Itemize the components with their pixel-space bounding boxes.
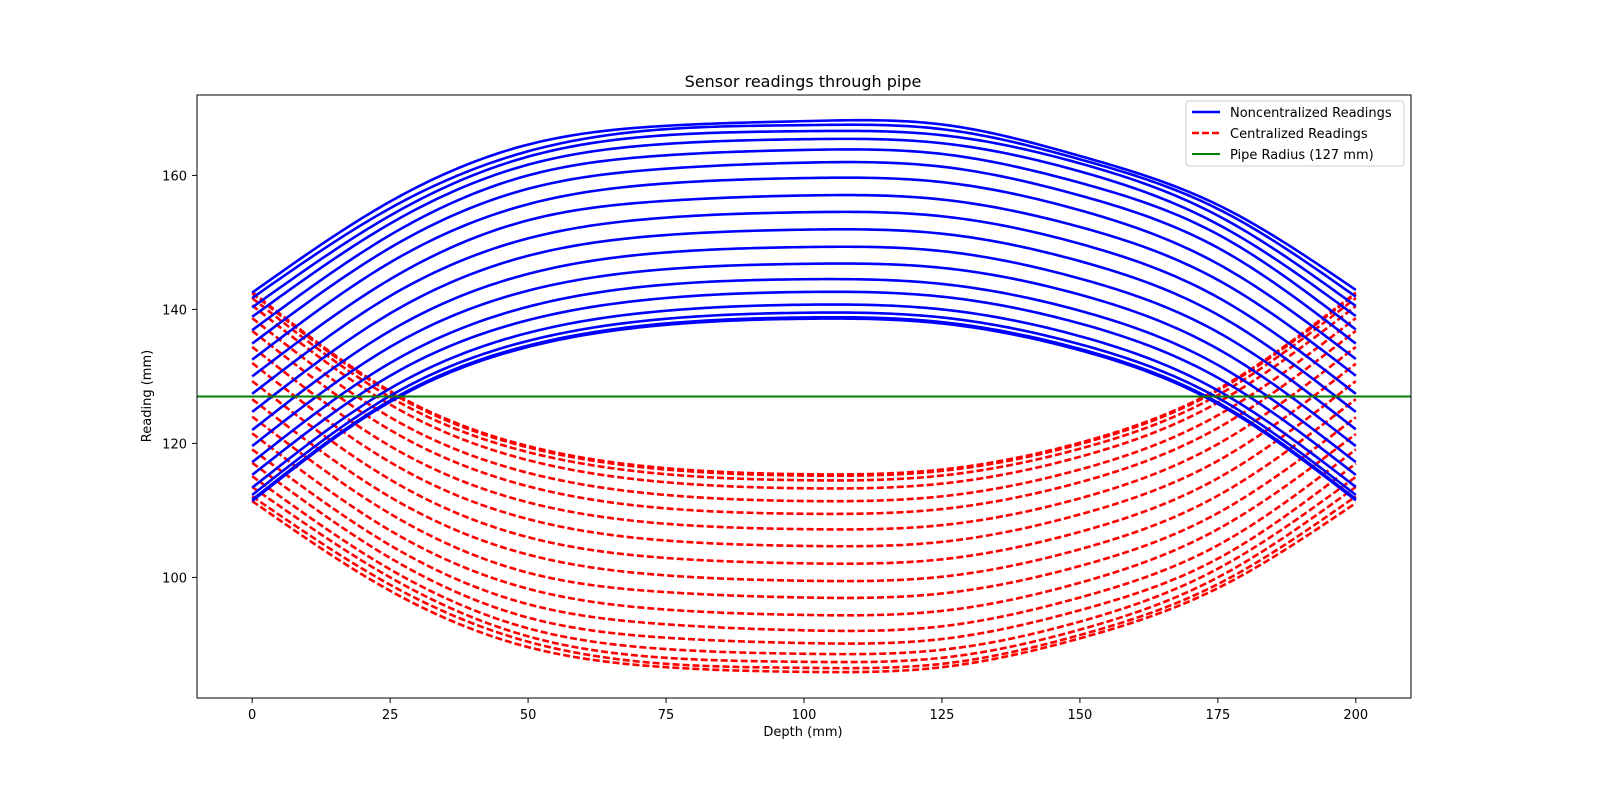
centralized-reading-line-16 xyxy=(251,296,1357,482)
noncentralized-reading-line-3 xyxy=(251,129,1357,309)
y-tick-label: 100 xyxy=(162,571,187,586)
centralized-reading-line-10 xyxy=(251,380,1357,565)
centralized-reading-line-4 xyxy=(251,475,1357,656)
noncentralized-reading-line-13 xyxy=(251,277,1357,464)
noncentralized-reading-line-15 xyxy=(251,303,1357,489)
centralized-reading-line-6 xyxy=(251,448,1357,633)
x-tick-label: 75 xyxy=(658,708,675,723)
x-axis: 0 25 50 75 100 125 150 175 200 xyxy=(248,698,1368,723)
noncentralized-reading-line-1 xyxy=(251,118,1357,294)
x-tick-label: 125 xyxy=(930,708,955,723)
y-axis: 100 120 140 160 xyxy=(162,169,197,586)
x-tick-label: 100 xyxy=(792,708,817,723)
noncentralized-reading-line-11 xyxy=(251,245,1357,432)
noncentralized-reading-line-6 xyxy=(251,160,1357,345)
centralized-reading-line-8 xyxy=(251,415,1357,600)
centralized-reading-line-12 xyxy=(251,345,1357,531)
chart-title: Sensor readings through pipe xyxy=(685,72,922,91)
y-tick-label: 140 xyxy=(162,303,187,318)
noncentralized-reading-line-5 xyxy=(251,148,1357,332)
centralized-reading-line-18 xyxy=(251,290,1357,476)
noncentralized-reading-line-7 xyxy=(251,176,1357,361)
centralized-reading-line-3 xyxy=(251,485,1357,664)
legend-label-noncentralized: Noncentralized Readings xyxy=(1230,106,1392,121)
noncentralized-reading-line-4 xyxy=(251,137,1357,318)
centralized-reading-line-13 xyxy=(251,329,1357,516)
centralized-reading-line-1 xyxy=(251,499,1357,674)
centralized-reading-line-2 xyxy=(251,495,1357,670)
centralized-reading-line-15 xyxy=(251,304,1357,490)
centralized-reading-line-11 xyxy=(251,361,1357,548)
x-tick-label: 175 xyxy=(1205,708,1230,723)
y-tick-label: 160 xyxy=(162,169,187,184)
x-tick-label: 50 xyxy=(520,708,537,723)
legend-frame xyxy=(1185,100,1405,167)
series-layer xyxy=(197,118,1411,674)
plot-area xyxy=(196,94,1412,699)
noncentralized-reading-line-8 xyxy=(251,193,1357,378)
y-tick-label: 120 xyxy=(162,437,187,452)
x-axis-label: Depth (mm) xyxy=(763,725,842,740)
x-tick-label: 150 xyxy=(1067,708,1092,723)
centralized-reading-line-5 xyxy=(251,461,1357,645)
noncentralized-reading-line-16 xyxy=(251,311,1357,497)
centralized-reading-line-7 xyxy=(251,432,1357,617)
centralized-reading-line-14 xyxy=(251,317,1357,503)
centralized-reading-line-9 xyxy=(251,398,1357,583)
x-tick-label: 200 xyxy=(1343,708,1368,723)
noncentralized-reading-line-2 xyxy=(251,123,1357,300)
noncentralized-reading-line-12 xyxy=(251,262,1357,448)
noncentralized-reading-line-14 xyxy=(251,290,1357,476)
y-axis-label: Reading (mm) xyxy=(140,350,155,442)
x-tick-label: 0 xyxy=(248,708,256,723)
x-tick-label: 25 xyxy=(382,708,399,723)
legend-label-pipe-radius: Pipe Radius (127 mm) xyxy=(1230,148,1374,163)
noncentralized-reading-line-9 xyxy=(251,210,1357,395)
legend: Noncentralized Readings Centralized Read… xyxy=(1185,100,1405,167)
legend-label-centralized: Centralized Readings xyxy=(1230,127,1368,142)
noncentralized-reading-line-10 xyxy=(251,228,1357,413)
noncentralized-reading-line-18 xyxy=(251,317,1357,503)
